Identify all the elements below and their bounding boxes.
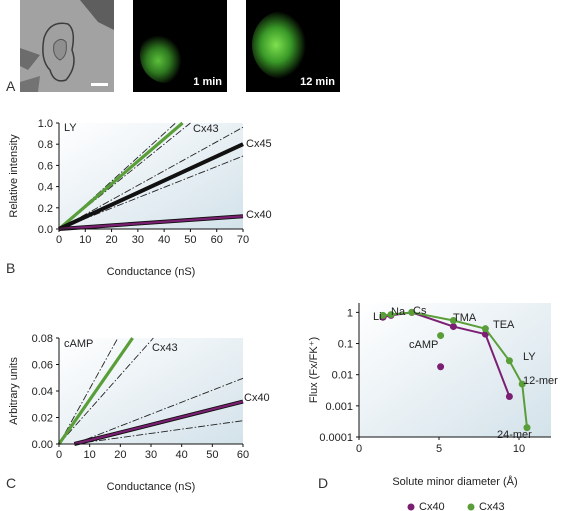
- panel-label-b: B: [6, 260, 16, 276]
- data-point-cx43: [379, 311, 387, 319]
- confidence-band-cx43: [58, 337, 154, 445]
- fit-line-cx40: [74, 400, 244, 446]
- confidence-band-cx43: [58, 337, 119, 445]
- confidence-band-cx40: [74, 377, 244, 445]
- point-label-12mer: 12-mer: [523, 375, 558, 387]
- x-tick-label: 0: [356, 443, 362, 455]
- x-tick-label: 0: [56, 449, 62, 461]
- legend-marker-cx40: [407, 503, 415, 511]
- x-tick-label: 20: [105, 234, 117, 246]
- cell-image-brightfield: [20, 0, 114, 92]
- y-tick-label: 0.0001: [319, 432, 353, 444]
- x-tick-label: 30: [132, 234, 144, 246]
- panel-label-c: C: [6, 475, 17, 491]
- panel-b-marks: [57, 121, 244, 231]
- y-tick-label: 0.0: [38, 224, 53, 236]
- chart-panel-c: 0 10 20 30 40 50 60 0.00 0.02 0.04 0.06 0.08 cAMP C…: [8, 333, 270, 493]
- panel-b-xlabel: Conductance (nS): [107, 266, 196, 278]
- series-label-cx40: Cx40: [244, 392, 270, 404]
- x-tick-label: 50: [184, 234, 196, 246]
- data-point-cx43: [449, 316, 457, 324]
- data-point-cx43: [408, 308, 416, 316]
- panel-d-marks: [379, 308, 531, 432]
- fit-line-cx40: [58, 215, 244, 231]
- y-tick-label: 0.02: [32, 413, 53, 425]
- fluorescence-image-12min: 12 min: [246, 0, 340, 92]
- y-tick-label: 0.01: [332, 370, 353, 382]
- chart-panel-b: 0 10 20 30 40 50 60 70 0.0 0.2 0.4 0.6 0.8 1.0 LY Cx4…: [8, 118, 272, 278]
- panel-b-ylabel: Relative intensity: [8, 134, 20, 218]
- series-label-cx43: Cx43: [193, 123, 219, 135]
- y-tick-label: 0.2: [38, 203, 53, 215]
- x-tick-label: 20: [114, 449, 126, 461]
- y-tick-label: 0.06: [32, 360, 53, 372]
- legend-label-cx43: Cx43: [479, 501, 505, 511]
- data-point-cx40: [505, 392, 513, 400]
- data-point-cx43: [505, 357, 513, 365]
- y-tick-label: 1.0: [38, 118, 53, 130]
- confidence-band-cx40: [74, 420, 244, 445]
- image-time-label: 12 min: [300, 76, 335, 88]
- data-point-cx40: [449, 323, 457, 331]
- point-label-camp: cAMP: [409, 339, 438, 351]
- x-tick-label: 10: [513, 443, 525, 455]
- series-label-cx40: Cx40: [246, 209, 272, 221]
- point-label-tma: TMA: [453, 312, 477, 324]
- point-label-cs: Cs: [413, 305, 427, 317]
- series-label-cx43: Cx43: [152, 342, 178, 354]
- legend-label-cx40: Cx40: [419, 501, 445, 511]
- panel-c-marks: [57, 337, 244, 446]
- panel-c-corner-label: cAMP: [64, 338, 93, 350]
- x-tick-label: 0: [56, 234, 62, 246]
- x-tick-label: 5: [436, 443, 442, 455]
- fit-line-cx43: [57, 121, 184, 231]
- panel-d-xlabel: Solute minor diameter (Å): [392, 475, 517, 488]
- panel-c-xlabel: Conductance (nS): [107, 481, 196, 493]
- data-point-cx43: [437, 332, 445, 340]
- panel-label-d: D: [318, 475, 329, 491]
- data-point-cx40: [437, 363, 445, 371]
- legend-marker-cx43: [467, 503, 475, 511]
- x-tick-label: 10: [79, 234, 91, 246]
- panel-d-ylabel: Flux (Fx/FK⁺): [308, 337, 320, 403]
- fluorescence-image-1min: 1 min: [133, 0, 227, 92]
- confidence-band-cx45: [58, 126, 244, 230]
- y-tick-label: 0.001: [325, 401, 353, 413]
- panel-b-corner-label: LY: [64, 122, 77, 134]
- x-tick-label: 30: [145, 449, 157, 461]
- x-tick-label: 70: [237, 234, 249, 246]
- x-tick-label: 10: [84, 449, 96, 461]
- data-point-cx43: [523, 424, 531, 432]
- x-tick-label: 60: [237, 449, 249, 461]
- y-tick-label: 0.1: [338, 339, 353, 351]
- confidence-band-cx45: [58, 155, 244, 230]
- fit-line-cx45: [58, 142, 244, 231]
- chart-panel-d: 0 5 10 0.0001 0.001 0.01 0.1 1 Li Na Cs TMA TEA…: [308, 303, 558, 511]
- point-label-24mer: 24-mer: [497, 429, 532, 441]
- y-tick-label: 0.00: [32, 439, 53, 451]
- x-tick-label: 50: [206, 449, 218, 461]
- series-label-cx45: Cx45: [246, 138, 272, 150]
- point-label-tea: TEA: [493, 319, 515, 331]
- fit-line-cx43: [57, 337, 134, 445]
- point-label-li: Li: [373, 311, 382, 323]
- y-tick-label: 0.04: [32, 386, 53, 398]
- x-tick-label: 40: [158, 234, 170, 246]
- point-label-ly: LY: [523, 351, 536, 363]
- data-point-cx43: [387, 311, 395, 319]
- panel-c-ylabel: Arbitrary units: [8, 357, 20, 425]
- y-tick-label: 1: [347, 307, 353, 319]
- data-point-cx43: [518, 380, 526, 388]
- panel-label-a: A: [6, 78, 16, 94]
- x-tick-label: 40: [176, 449, 188, 461]
- image-time-label: 1 min: [193, 76, 222, 88]
- y-tick-label: 0.6: [38, 160, 53, 172]
- y-tick-label: 0.08: [32, 333, 53, 345]
- x-tick-label: 60: [211, 234, 223, 246]
- data-point-cx43: [481, 325, 489, 333]
- point-label-na: Na: [391, 306, 406, 318]
- y-tick-label: 0.8: [38, 139, 53, 151]
- y-tick-label: 0.4: [38, 182, 53, 194]
